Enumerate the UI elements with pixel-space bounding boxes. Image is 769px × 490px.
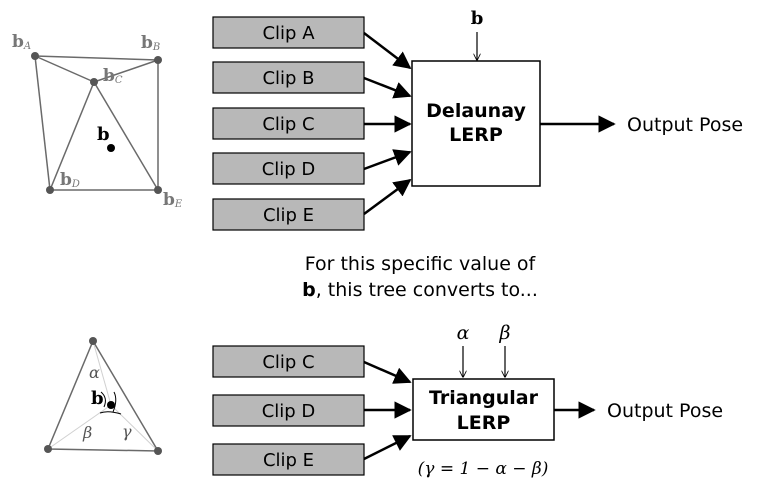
edge-a-d	[34, 55, 51, 191]
delaunay-lerp-node: Delaunay LERP	[411, 60, 541, 187]
blend-point-label: b	[97, 124, 110, 145]
caption-line-2: b, this tree converts to...	[302, 279, 538, 301]
clip-a-box: Clip A	[212, 16, 365, 49]
edge-a-b	[34, 55, 159, 61]
bottom-output-label: Output Pose	[607, 400, 723, 422]
alpha-input-label: α	[457, 322, 470, 344]
edge-c-e	[93, 81, 159, 191]
delaunay-triangulation-figure: bA bB bC bD bE b	[12, 32, 183, 210]
triangle-outline	[46, 339, 160, 452]
edge-c-d	[49, 81, 95, 191]
gamma-formula: (γ = 1 − α − β)	[418, 459, 549, 479]
vertex-c	[90, 78, 98, 86]
clip-b-label: Clip B	[262, 68, 314, 89]
arrow-clip-a	[363, 32, 412, 70]
gamma-region-label: γ	[122, 422, 132, 441]
bottom-clip-d-label: Clip D	[262, 401, 316, 422]
bottom-clip-list: Clip C Clip D Clip E	[212, 345, 365, 476]
top-output-label: Output Pose	[627, 114, 743, 136]
clip-d-box: Clip D	[212, 152, 365, 185]
blend-point-b	[107, 144, 115, 152]
bottom-input-arrows	[363, 360, 412, 461]
alpha-region-label: α	[89, 363, 100, 382]
weight-arc-marks	[99, 391, 122, 415]
arrow-clip-b	[363, 76, 412, 99]
beta-input-label: β	[499, 322, 511, 344]
vertex-label-d: bD	[60, 170, 80, 190]
arrow-clip-d	[363, 149, 412, 171]
bottom-clip-e-label: Clip E	[263, 450, 314, 471]
triangular-lerp-title: Triangular	[429, 387, 539, 409]
clip-e-label: Clip E	[263, 205, 314, 226]
barycentric-triangle-figure: α b β γ	[44, 337, 162, 455]
arrow-clip-e	[363, 178, 412, 216]
triangle-vertex-c	[89, 337, 97, 345]
bottom-clip-d-box: Clip D	[212, 394, 365, 427]
edge-a-c	[34, 55, 95, 83]
delaunay-lerp-subtitle: LERP	[449, 124, 503, 146]
bottom-clip-c-box: Clip C	[212, 345, 365, 378]
triangle-blend-point	[107, 401, 115, 409]
top-input-arrows	[363, 32, 412, 216]
delaunay-lerp-title: Delaunay	[426, 100, 526, 122]
clip-c-label: Clip C	[262, 114, 314, 135]
clip-a-label: Clip A	[262, 23, 315, 44]
arrow-bottom-clip-e	[363, 434, 412, 461]
edge-b-c	[93, 59, 159, 83]
vertex-a	[31, 52, 39, 60]
vertex-b	[154, 56, 162, 64]
clip-d-label: Clip D	[262, 159, 316, 180]
beta-region-label: β	[82, 423, 92, 442]
caption-line-1: For this specific value of	[305, 253, 537, 275]
vertex-d	[46, 186, 54, 194]
bottom-clip-e-box: Clip E	[212, 443, 365, 476]
vertex-label-e: bE	[163, 190, 183, 210]
top-clip-list: Clip A Clip B Clip C Clip D Clip E	[212, 16, 365, 231]
triangle-point-label: b	[91, 388, 104, 409]
bottom-clip-c-label: Clip C	[262, 352, 314, 373]
clip-e-box: Clip E	[212, 198, 365, 231]
vertex-e	[154, 186, 162, 194]
triangle-vertex-d	[44, 445, 52, 453]
triangular-lerp-subtitle: LERP	[457, 412, 511, 434]
clip-b-box: Clip B	[212, 61, 365, 94]
vertex-label-c: bC	[103, 66, 123, 86]
blend-parameter-label: b	[471, 8, 484, 29]
vertex-label-b: bB	[141, 33, 160, 53]
vertex-label-a: bA	[12, 32, 31, 52]
triangular-lerp-node: Triangular LERP	[412, 378, 555, 441]
clip-c-box: Clip C	[212, 107, 365, 140]
arrow-bottom-clip-c	[363, 360, 412, 384]
triangle-vertex-e	[154, 447, 162, 455]
